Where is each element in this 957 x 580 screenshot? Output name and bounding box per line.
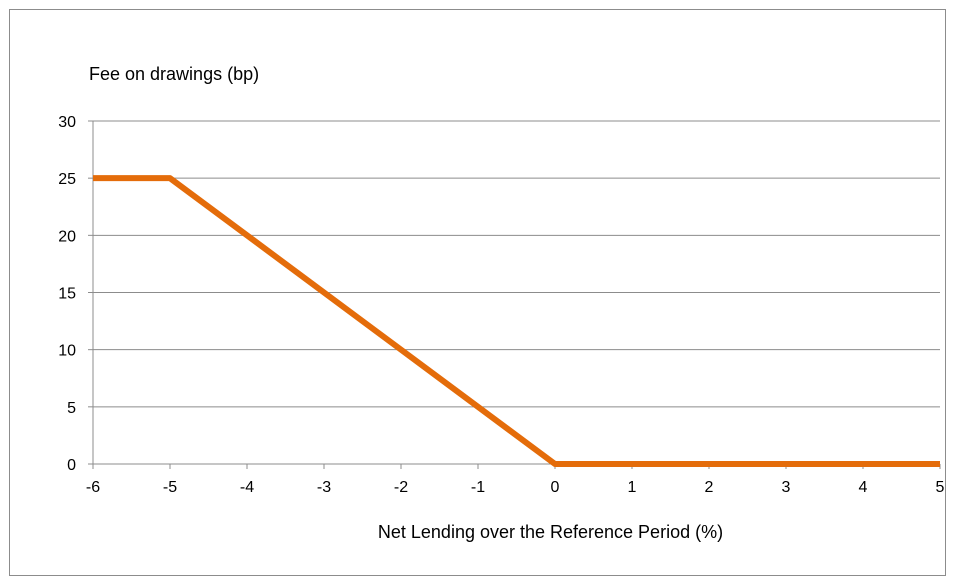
y-tick-label: 0 bbox=[67, 457, 76, 474]
x-tick-labels: -6 -5 -4 -3 -2 -1 0 1 2 3 4 5 bbox=[86, 479, 945, 496]
y-tick-label: 25 bbox=[58, 171, 76, 188]
y-tick-labels: 0 5 10 15 20 25 30 bbox=[58, 114, 76, 474]
y-tick-label: 30 bbox=[58, 114, 76, 131]
y-tick-label: 5 bbox=[67, 400, 76, 417]
series-lines bbox=[93, 175, 940, 467]
x-tick-label: -1 bbox=[471, 479, 485, 496]
y-tick-label: 20 bbox=[58, 228, 76, 245]
series-line bbox=[93, 175, 940, 467]
x-tick-label: 1 bbox=[628, 479, 637, 496]
y-axis-title: Fee on drawings (bp) bbox=[89, 64, 259, 84]
gridlines bbox=[93, 120, 940, 408]
x-tick-label: 0 bbox=[551, 479, 560, 496]
x-tick-label: -6 bbox=[86, 479, 100, 496]
x-tick-label: -2 bbox=[394, 479, 408, 496]
axes bbox=[88, 120, 941, 469]
x-axis-title: Net Lending over the Reference Period (%… bbox=[378, 522, 723, 542]
x-tick-label: 3 bbox=[782, 479, 791, 496]
x-tick-label: 2 bbox=[705, 479, 714, 496]
x-tick-label: 5 bbox=[936, 479, 945, 496]
x-tick-label: -5 bbox=[163, 479, 177, 496]
x-tick-label: 4 bbox=[859, 479, 868, 496]
x-tick-label: -3 bbox=[317, 479, 331, 496]
y-tick-label: 15 bbox=[58, 286, 76, 303]
y-tick-label: 10 bbox=[58, 343, 76, 360]
x-tick-label: -4 bbox=[240, 479, 254, 496]
